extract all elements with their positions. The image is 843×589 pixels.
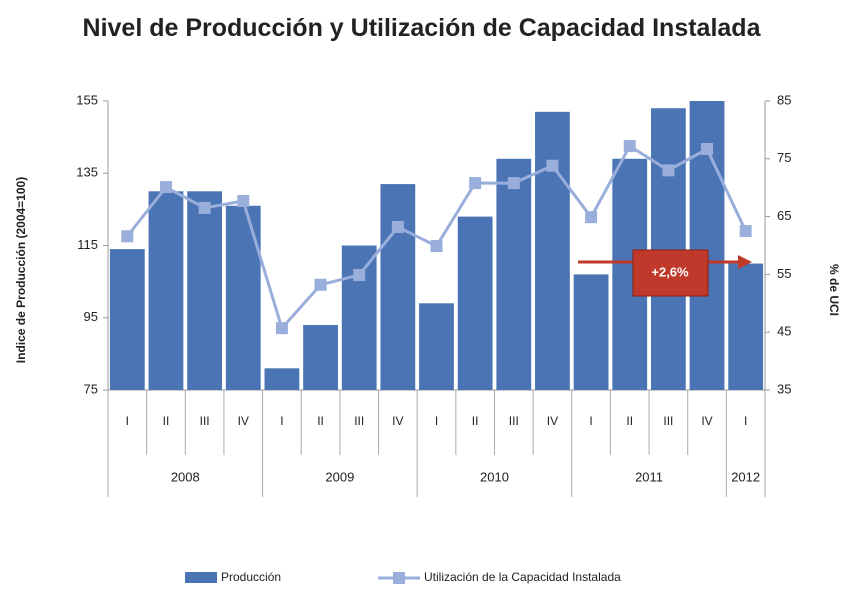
- x-tick-label: IV: [238, 414, 249, 428]
- bar: [650, 108, 686, 390]
- y-tick-label: 135: [76, 165, 98, 180]
- bar: [728, 263, 764, 390]
- marker: [391, 221, 404, 234]
- bar: [187, 191, 223, 390]
- bar: [419, 303, 454, 390]
- annotation-box: [632, 249, 709, 297]
- bar: [457, 216, 493, 390]
- y2-tick-label: 35: [777, 381, 791, 396]
- x-tick-label: I: [435, 414, 438, 428]
- y-tick-label: 75: [84, 381, 98, 396]
- annotation: +2,6%: [651, 264, 689, 279]
- marker: [275, 322, 288, 335]
- marker: [662, 164, 675, 177]
- x-tick-label: I: [589, 414, 592, 428]
- marker: [159, 181, 172, 194]
- x-tick-label: III: [354, 414, 364, 428]
- marker: [507, 177, 520, 190]
- y-axis-label: Indice de Producción (2004=100): [14, 177, 28, 363]
- bar: [225, 205, 261, 390]
- bar: [109, 249, 145, 390]
- y2-tick-label: 85: [777, 92, 791, 107]
- x-tick-label: II: [163, 414, 170, 428]
- group-label: 2010: [480, 469, 509, 484]
- x-tick-label: III: [663, 414, 673, 428]
- x-tick-label: III: [200, 414, 210, 428]
- chart-title: Nivel de Producción y Utilización de Cap…: [82, 14, 761, 42]
- legend-swatch: [185, 572, 217, 583]
- bar: [573, 274, 609, 390]
- y2-tick-label: 65: [777, 208, 791, 223]
- marker: [623, 140, 636, 153]
- x-tick-label: I: [280, 414, 283, 428]
- x-tick-label: IV: [392, 414, 403, 428]
- x-tick-label: I: [744, 414, 747, 428]
- y2-axis-label: % de UCI: [827, 264, 841, 316]
- legend-marker: [393, 572, 405, 584]
- marker: [585, 211, 598, 224]
- marker: [314, 278, 327, 291]
- group-label: 2009: [325, 469, 354, 484]
- annotation-arrowhead: [738, 255, 752, 269]
- marker: [430, 240, 443, 253]
- x-tick-label: IV: [701, 414, 712, 428]
- marker: [198, 201, 211, 214]
- legend-label: Producción: [221, 570, 281, 584]
- marker: [739, 225, 752, 238]
- bar: [496, 158, 532, 390]
- bar: [148, 191, 184, 390]
- bar: [380, 184, 416, 390]
- bar: [264, 368, 300, 390]
- y-tick-label: 155: [76, 92, 98, 107]
- x-tick-label: I: [126, 414, 129, 428]
- x-tick-label: II: [317, 414, 324, 428]
- x-tick-label: II: [472, 414, 479, 428]
- legend-label: Utilización de la Capacidad Instalada: [424, 570, 621, 584]
- y2-tick-label: 55: [777, 266, 791, 281]
- x-tick-label: III: [509, 414, 519, 428]
- marker: [469, 177, 482, 190]
- marker: [701, 142, 714, 155]
- title-box: Nivel de Producción y Utilización de Cap…: [0, 8, 843, 48]
- marker: [121, 230, 134, 243]
- marker: [546, 159, 559, 172]
- bar: [303, 324, 338, 390]
- x-tick-label: II: [626, 414, 633, 428]
- y-tick-label: 115: [77, 237, 98, 252]
- marker: [237, 194, 250, 207]
- group-label: 2012: [731, 469, 760, 484]
- marker: [353, 268, 366, 281]
- bar: [341, 245, 377, 390]
- bar: [535, 111, 570, 391]
- x-tick-label: IV: [547, 414, 558, 428]
- y2-tick-label: 45: [777, 324, 791, 339]
- y-tick-label: 95: [84, 309, 98, 324]
- group-label: 2011: [635, 469, 663, 484]
- y2-tick-label: 75: [777, 150, 791, 165]
- group-label: 2008: [171, 469, 200, 484]
